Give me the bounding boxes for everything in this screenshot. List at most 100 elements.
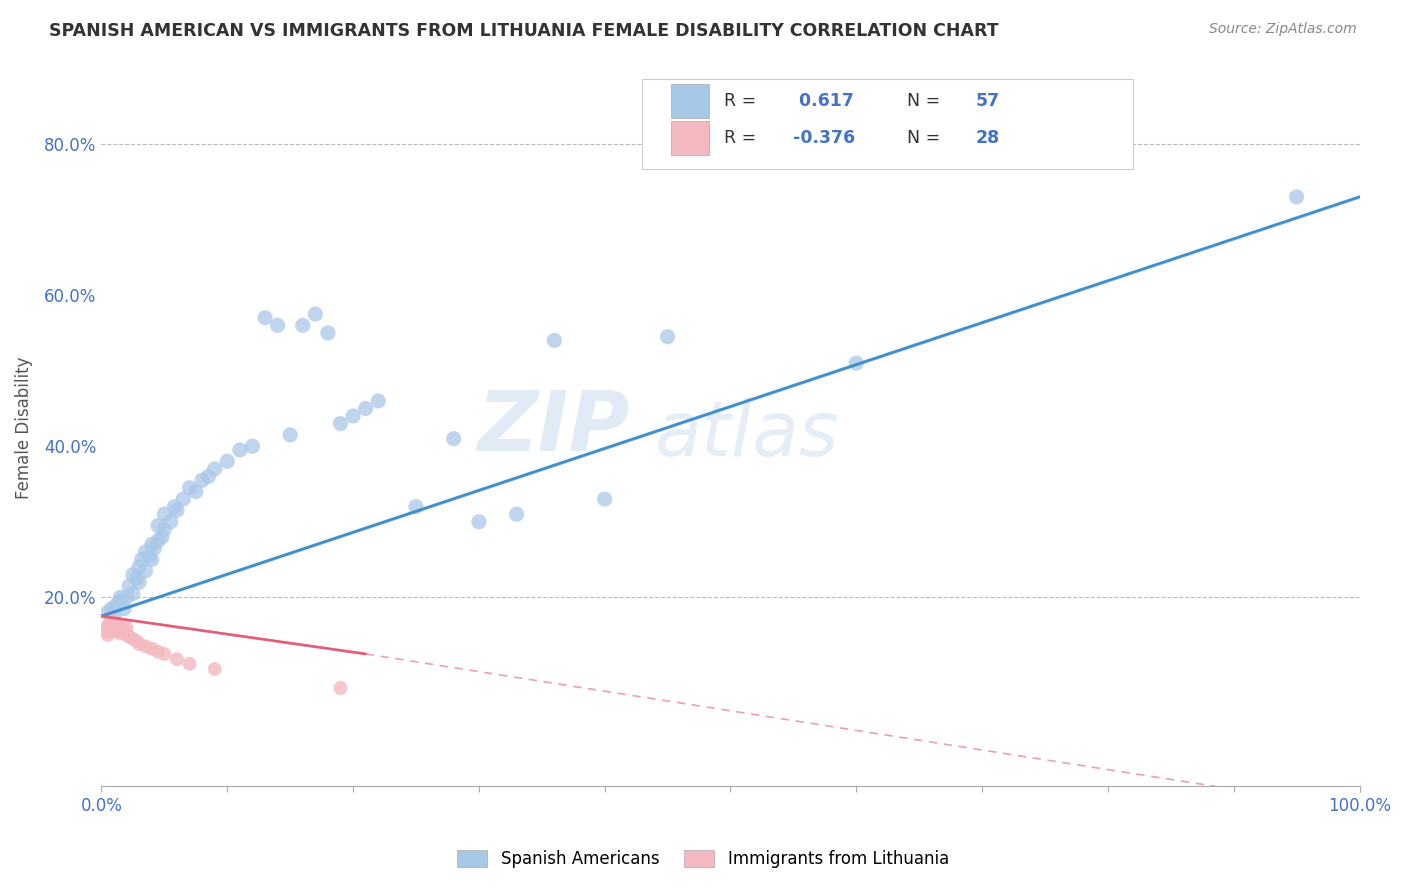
Point: [153, 507, 176, 521]
Point: [342, 409, 364, 423]
Point: [845, 356, 868, 370]
Point: [505, 507, 527, 521]
Point: [153, 522, 176, 536]
Point: [278, 428, 301, 442]
Point: [304, 307, 326, 321]
Point: [103, 609, 125, 624]
Point: [122, 632, 145, 646]
Point: [204, 462, 226, 476]
Point: [110, 591, 132, 605]
Text: 0.617: 0.617: [793, 92, 855, 110]
Text: 57: 57: [976, 92, 1000, 110]
Point: [146, 533, 169, 548]
Point: [405, 500, 427, 514]
Point: [118, 579, 141, 593]
Point: [179, 481, 201, 495]
Point: [125, 571, 148, 585]
Point: [100, 624, 122, 639]
Point: [159, 515, 181, 529]
Point: [112, 624, 135, 639]
Point: [253, 310, 276, 325]
Point: [217, 454, 239, 468]
Point: [593, 492, 616, 507]
Point: [134, 545, 156, 559]
Point: [291, 318, 314, 333]
Text: N =: N =: [907, 129, 945, 147]
Point: [105, 598, 128, 612]
Point: [1285, 190, 1308, 204]
Point: [229, 442, 252, 457]
Text: N =: N =: [907, 92, 945, 110]
Point: [141, 641, 163, 656]
Point: [143, 541, 166, 556]
Point: [103, 622, 125, 636]
Text: R =: R =: [724, 92, 762, 110]
Point: [122, 567, 145, 582]
Point: [316, 326, 339, 340]
Point: [115, 628, 138, 642]
Point: [191, 473, 214, 487]
Point: [105, 616, 128, 631]
Point: [443, 432, 465, 446]
Point: [146, 518, 169, 533]
Point: [367, 393, 389, 408]
Point: [110, 626, 132, 640]
Point: [329, 681, 352, 695]
Y-axis label: Female Disability: Female Disability: [15, 356, 32, 499]
Point: [128, 560, 150, 574]
Point: [97, 606, 120, 620]
Point: [115, 620, 138, 634]
Point: [172, 492, 194, 507]
FancyBboxPatch shape: [643, 79, 1133, 169]
Point: [657, 329, 679, 343]
Point: [98, 622, 121, 636]
Legend: Spanish Americans, Immigrants from Lithuania: Spanish Americans, Immigrants from Lithu…: [450, 843, 956, 875]
Text: 28: 28: [976, 129, 1000, 147]
Point: [103, 615, 125, 629]
Point: [128, 637, 150, 651]
Point: [134, 564, 156, 578]
Point: [146, 645, 169, 659]
Point: [118, 630, 141, 644]
Point: [98, 616, 121, 631]
Point: [115, 591, 138, 605]
Point: [166, 652, 188, 666]
Point: [204, 662, 226, 676]
Point: [242, 439, 264, 453]
Point: [197, 469, 219, 483]
Point: [105, 624, 128, 639]
Point: [131, 552, 153, 566]
Point: [96, 620, 118, 634]
Point: [468, 515, 491, 529]
Text: SPANISH AMERICAN VS IMMIGRANTS FROM LITHUANIA FEMALE DISABILITY CORRELATION CHAR: SPANISH AMERICAN VS IMMIGRANTS FROM LITH…: [49, 22, 998, 40]
Point: [110, 594, 132, 608]
Point: [138, 549, 160, 563]
Point: [354, 401, 377, 416]
Point: [163, 500, 186, 514]
Point: [125, 634, 148, 648]
Point: [329, 417, 352, 431]
Point: [184, 484, 207, 499]
Point: [112, 601, 135, 615]
Point: [166, 503, 188, 517]
Point: [543, 334, 565, 348]
Point: [141, 552, 163, 566]
Point: [150, 530, 173, 544]
FancyBboxPatch shape: [671, 121, 709, 155]
Text: -0.376: -0.376: [793, 129, 855, 147]
Point: [128, 575, 150, 590]
FancyBboxPatch shape: [671, 84, 709, 119]
Point: [153, 647, 176, 661]
Text: ZIP: ZIP: [477, 387, 630, 467]
Point: [97, 628, 120, 642]
Point: [266, 318, 288, 333]
Text: atlas: atlas: [655, 398, 839, 472]
Text: R =: R =: [724, 129, 762, 147]
Point: [94, 624, 117, 639]
Point: [110, 618, 132, 632]
Point: [134, 640, 156, 654]
Point: [100, 601, 122, 615]
Text: Source: ZipAtlas.com: Source: ZipAtlas.com: [1209, 22, 1357, 37]
Point: [179, 657, 201, 671]
Point: [122, 586, 145, 600]
